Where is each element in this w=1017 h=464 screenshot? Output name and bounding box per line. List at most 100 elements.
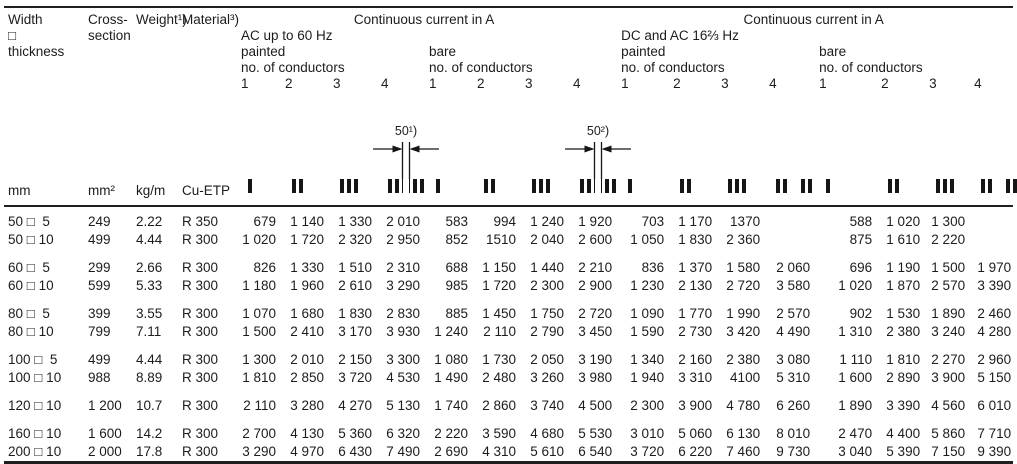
conductor-count-ac-bare-1: 1 [429, 76, 437, 91]
ac-painted-value-4: 3 930 [386, 324, 420, 339]
dc-bare-value-1: 902 [849, 306, 873, 321]
ac-painted-value-3: 1 330 [338, 214, 372, 229]
weight-cell: 2.22 [136, 214, 163, 229]
ac-bare-conductors-3-cell [518, 98, 566, 207]
dc-bare-value-2: 1 870 [886, 278, 921, 293]
dc-bare-value-2: 2 890 [886, 370, 921, 385]
dc-painted-conductors-2-cell [666, 98, 715, 207]
conductor-count-ac-painted-2: 2 [285, 76, 293, 91]
ac-painted-value-4: 7 490 [386, 444, 420, 459]
ac-painted-value-2: 1 720 [290, 232, 324, 247]
ac-bare-conductors-1-cell [422, 98, 470, 207]
conductor-count-ac-bare-4: 4 [573, 76, 581, 91]
dc-bare-value-2: 2 380 [886, 324, 921, 339]
ac-painted-value-2: 1 960 [290, 278, 324, 293]
material-cell: R 300 [182, 398, 219, 413]
size-cell: 80 □ 10 [8, 324, 54, 339]
weight-cell: 4.44 [136, 352, 163, 367]
size-cell: 120 □ 10 [8, 398, 62, 413]
ac-bare-value-1: 1 740 [434, 398, 468, 413]
dc-bare-value-3: 2 570 [931, 278, 966, 293]
dc-painted-value-1: 3 010 [630, 426, 665, 441]
size-cell: 200 □ 10 [8, 444, 62, 459]
dc-bare-value-4: 2 960 [977, 352, 1012, 367]
dc-bare-value-1: 875 [849, 232, 873, 247]
weight-cell: 4.44 [136, 232, 163, 247]
dc-painted-value-2: 1 170 [678, 214, 713, 229]
unit-weight: kg/m [132, 98, 178, 207]
table-row: 80 □ 10 799 7.11 R 300 1 500 2 410 3 170 3 930 1… [4, 323, 1013, 341]
conductor-count-dc-painted-4: 4 [769, 76, 777, 91]
material-cell: R 300 [182, 370, 219, 385]
ac-painted-value-4: 4 530 [386, 370, 420, 385]
size-cell: 160 □ 10 [8, 426, 62, 441]
ac-bare-value-3: 4 680 [530, 426, 564, 441]
conductor-count-dc-bare-4: 4 [974, 76, 982, 91]
dc-painted-value-2: 1 770 [678, 306, 713, 321]
ac-bare-value-4: 3 450 [578, 324, 613, 339]
gap-dimension-annotation: 50¹) [371, 124, 441, 179]
ac-painted-value-2: 2 850 [290, 370, 324, 385]
ac-painted-value-4: 2 010 [386, 214, 420, 229]
dc-bare-value-1: 696 [849, 260, 873, 275]
cross-section-cell: 1 600 [88, 426, 122, 441]
ac-painted-value-3: 5 360 [338, 426, 372, 441]
ac-bare-value-1: 1 240 [434, 324, 468, 339]
size-cell: 60 □ 10 [8, 278, 54, 293]
dc-painted-value-4: 8 010 [776, 426, 811, 441]
busbar-current-rating-table: Width □ thickness Cross- section Weight¹… [4, 6, 1017, 464]
dc-painted-conductors-3-cell [714, 98, 763, 207]
ac-bare-value-3: 2 040 [530, 232, 564, 247]
dimension-arrows-icon [565, 142, 631, 179]
units-icons-row: mm mm² kg/m Cu-ETP 50¹) 50²) [4, 98, 1017, 207]
weight-cell: 10.7 [136, 398, 163, 413]
ac-painted-value-1: 2 110 [243, 398, 276, 413]
dc-painted-value-1: 1 940 [630, 370, 665, 385]
weight-cell: 5.33 [136, 278, 163, 293]
ac-bare-value-4: 3 980 [578, 370, 613, 385]
header-row-conductors: no. of conductors no. of conductors no. … [4, 60, 1013, 76]
dc-painted-value-4 [762, 213, 812, 231]
ac-bare-value-1: 2 220 [434, 426, 468, 441]
conductor-count-row: 1 2 3 4 1 2 3 4 1 2 3 4 1 2 3 4 [4, 76, 1013, 98]
material-cell: R 300 [182, 306, 219, 321]
dc-bare-value-2: 1 610 [886, 232, 921, 247]
dc-bare-value-4 [967, 231, 1013, 249]
ac-painted-value-2: 1 330 [290, 260, 324, 275]
ac-bare-value-1: 1 080 [434, 352, 468, 367]
dc-bare-value-2: 3 390 [886, 398, 921, 413]
dc-bare-value-1: 1 020 [838, 278, 873, 293]
material-cell: R 300 [182, 278, 219, 293]
dc-bare-value-3: 5 860 [931, 426, 966, 441]
ac-painted-conductors-2-cell [278, 98, 326, 207]
cross-section-cell: 599 [88, 278, 111, 293]
conductor-bars-4 [981, 179, 1017, 193]
weight-cell: 8.89 [136, 370, 163, 385]
ac-painted-value-3: 2 610 [338, 278, 372, 293]
conductor-bars-2 [888, 179, 900, 193]
conductor-count-dc-bare-2: 2 [881, 76, 889, 91]
ac-bare-value-2: 2 480 [482, 370, 516, 385]
ac-painted-value-4: 2 830 [386, 306, 420, 321]
cross-section-cell: 1 200 [88, 398, 122, 413]
ac-bare-value-2: 4 310 [482, 444, 516, 459]
ac-painted-value-1: 826 [253, 260, 276, 275]
subtitle-ac: AC up to 60 Hz [241, 28, 333, 43]
weight-cell: 2.66 [136, 260, 163, 275]
conductor-bars-4 [388, 179, 424, 193]
finish-dc-painted: painted [621, 44, 666, 59]
conductor-bars-1 [248, 179, 252, 193]
dc-painted-value-3: 4 780 [726, 398, 761, 413]
dc-painted-value-3: 2 380 [726, 352, 761, 367]
ac-bare-value-3: 5 610 [530, 444, 564, 459]
ac-bare-value-1: 885 [445, 306, 468, 321]
gap-dimension-label: 50²) [586, 124, 610, 138]
conductor-count-ac-bare-2: 2 [477, 76, 485, 91]
conductors-label-ac-bare: no. of conductors [429, 60, 533, 75]
ac-bare-value-2: 1 720 [482, 278, 516, 293]
group-title-ac-current: Continuous current in A [353, 12, 495, 27]
dc-bare-value-3: 2 220 [931, 232, 966, 247]
material-cell: R 300 [182, 232, 219, 247]
unit-size: mm [4, 98, 84, 207]
conductor-bars-4 [580, 179, 616, 193]
